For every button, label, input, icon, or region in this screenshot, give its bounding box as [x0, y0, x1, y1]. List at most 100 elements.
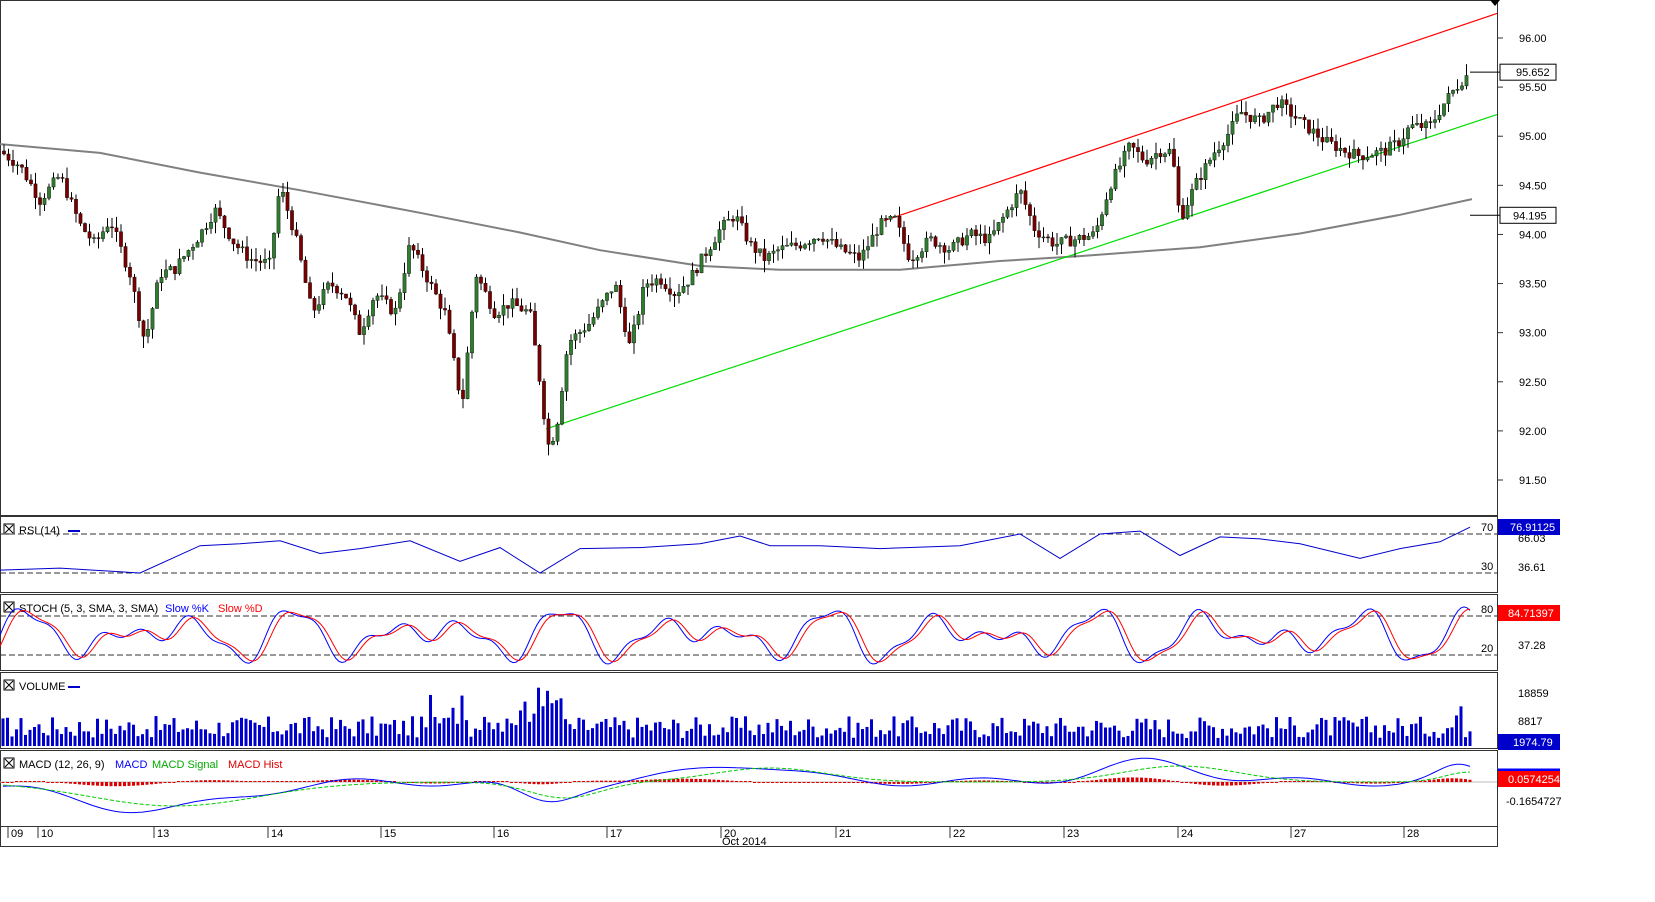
- volume-bar: [978, 737, 981, 746]
- macd-hist-bar: [600, 780, 603, 782]
- volume-bar: [829, 733, 833, 746]
- macd-hist-bar: [109, 782, 113, 787]
- candle-body: [1244, 112, 1248, 116]
- volume-bar: [474, 728, 477, 746]
- candle-body: [218, 207, 222, 217]
- volume-bar: [1117, 730, 1121, 746]
- volume-bar: [1018, 735, 1022, 746]
- macd-hist-bar: [1126, 777, 1130, 782]
- macd-hist-bar: [730, 780, 734, 782]
- volume-bar: [307, 716, 311, 746]
- macd-legend-hist: MACD Hist: [228, 759, 282, 771]
- macd-hist-bar: [352, 779, 356, 782]
- candle-body: [42, 198, 47, 205]
- candle-body: [1280, 99, 1284, 108]
- volume-bar: [64, 727, 68, 746]
- macd-hist-bar: [1284, 781, 1287, 782]
- volume-bar: [141, 734, 144, 746]
- volume-bar: [127, 722, 131, 746]
- candle-body: [110, 226, 114, 229]
- candle-body: [600, 300, 605, 308]
- macd-hist-bar: [712, 779, 716, 782]
- volume-bar: [69, 731, 72, 746]
- volume-bar: [622, 720, 626, 746]
- volume-bar: [1171, 731, 1175, 746]
- macd-hist-bar: [690, 778, 693, 782]
- scroll-marker-icon[interactable]: [1490, 0, 1500, 6]
- volume-tick-2: 8817: [1518, 716, 1542, 728]
- candle-body: [884, 218, 888, 220]
- volume-bar: [690, 728, 693, 746]
- candle-body: [708, 249, 713, 256]
- volume-bar: [330, 717, 333, 746]
- volume-bar: [6, 717, 9, 746]
- candle-body: [96, 237, 101, 239]
- volume-bar: [838, 727, 842, 746]
- macd-hist-bar: [1212, 782, 1215, 786]
- candle-body: [470, 311, 474, 354]
- macd-hist-bar: [1275, 782, 1278, 783]
- volume-bar: [1428, 736, 1431, 746]
- macd-hist-bar: [100, 782, 104, 786]
- volume-bar: [195, 720, 198, 746]
- macd-hist-bar: [1149, 778, 1152, 782]
- macd-hist-bar: [177, 781, 180, 782]
- candle-body: [443, 308, 447, 311]
- volume-bar: [145, 729, 149, 746]
- candle-body: [20, 164, 24, 168]
- volume-bar: [915, 727, 918, 746]
- macd-hist-bar: [667, 778, 671, 782]
- date-label: 22: [953, 828, 965, 840]
- volume-bar: [1000, 717, 1004, 746]
- volume-bar: [564, 719, 567, 746]
- macd-hist-bar: [1365, 782, 1368, 784]
- candle-body: [1100, 214, 1104, 226]
- rsi-panel-frame: [0, 516, 1498, 593]
- volume-bar: [1054, 723, 1058, 746]
- macd-hist-bar: [1396, 782, 1400, 783]
- macd-hist-bar: [1261, 782, 1265, 784]
- candle-body: [303, 259, 308, 283]
- candle-body: [1005, 209, 1010, 218]
- candle-body: [1194, 178, 1199, 190]
- macd-hist-bar: [1230, 782, 1233, 786]
- candle-body: [704, 253, 708, 256]
- candle-body: [1437, 114, 1442, 120]
- volume-bar: [37, 724, 41, 746]
- candle-body: [1158, 153, 1163, 157]
- candle-body: [69, 197, 74, 200]
- macd-hist-bar: [1185, 782, 1188, 783]
- volume-bar: [568, 724, 572, 746]
- candle-body: [677, 292, 681, 297]
- volume-bar: [1122, 737, 1125, 746]
- candle-body: [690, 270, 695, 286]
- rsi-level-low: 30: [1481, 561, 1493, 573]
- macd-hist-bar: [559, 782, 563, 784]
- volume-bar: [1068, 731, 1071, 746]
- candle-body: [1433, 119, 1437, 123]
- volume-bar: [109, 728, 113, 746]
- candle-body: [1302, 117, 1307, 121]
- volume-bar: [312, 731, 315, 746]
- candle-body: [888, 216, 893, 220]
- stoch-level-high: 80: [1481, 604, 1493, 616]
- volume-bar: [1036, 723, 1040, 746]
- macd-hist-bar: [1194, 782, 1197, 784]
- macd-hist-bar: [1095, 779, 1098, 782]
- candle-body: [294, 229, 299, 236]
- candle-body: [803, 244, 807, 249]
- volume-bar: [820, 735, 824, 746]
- volume-bar: [1005, 733, 1008, 746]
- volume-bar: [1365, 716, 1368, 746]
- macd-hist-bar: [253, 781, 257, 782]
- volume-bar: [721, 727, 725, 746]
- candle-body: [33, 183, 38, 198]
- candle-body: [254, 259, 258, 262]
- macd-hist-bar: [379, 780, 383, 782]
- macd-hist-bar: [564, 782, 567, 783]
- candle-body: [1190, 189, 1194, 206]
- candle-body: [1325, 136, 1329, 143]
- volume-bar: [298, 733, 302, 746]
- volume-bar: [1342, 717, 1346, 746]
- candle-body: [1446, 93, 1451, 104]
